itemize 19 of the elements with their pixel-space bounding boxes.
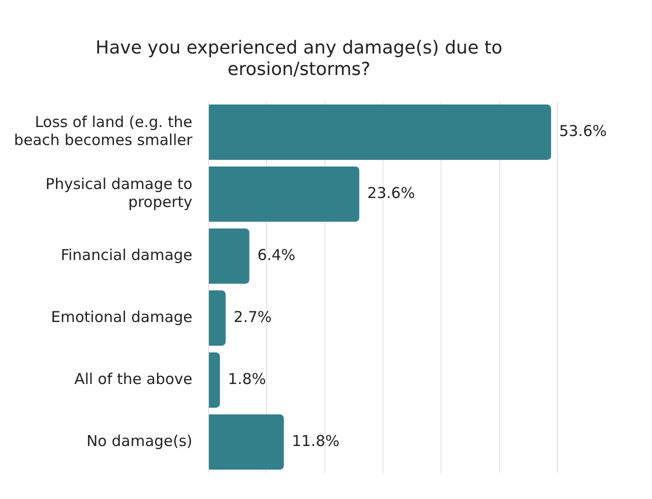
y-tick-label: Financial damage	[60, 246, 192, 264]
y-tick-label: No damage(s)	[86, 432, 192, 450]
data-label: 11.8%	[292, 432, 340, 450]
y-tick-label: Emotional damage	[51, 308, 192, 326]
y-tick-label: Physical damage to property	[46, 175, 193, 212]
bar	[208, 166, 360, 222]
data-label: 2.7%	[234, 308, 272, 326]
bar	[208, 414, 284, 470]
bar	[208, 352, 220, 408]
data-label: 53.6%	[559, 122, 607, 140]
bar	[208, 104, 552, 160]
bar	[208, 290, 226, 346]
data-label: 23.6%	[367, 184, 415, 202]
bar	[208, 228, 250, 284]
y-tick-label: Loss of land (e.g. the beach becomes smaller	[14, 113, 194, 150]
y-tick-label: All of the above	[74, 370, 192, 388]
chart-title: Have you experienced any damage(s) due to erosion/storms?	[96, 37, 502, 80]
data-label: 1.8%	[228, 370, 266, 388]
data-label: 6.4%	[257, 246, 296, 264]
